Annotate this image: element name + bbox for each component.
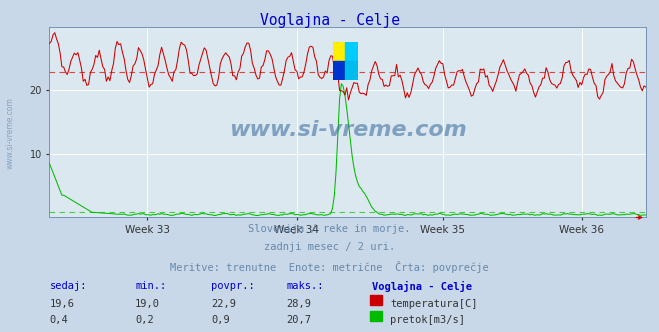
Text: min.:: min.:	[135, 281, 166, 290]
Text: pretok[m3/s]: pretok[m3/s]	[390, 315, 465, 325]
Text: temperatura[C]: temperatura[C]	[390, 299, 478, 309]
Text: 0,2: 0,2	[135, 315, 154, 325]
Text: sedaj:: sedaj:	[49, 281, 87, 290]
Text: Slovenija / reke in morje.: Slovenija / reke in morje.	[248, 224, 411, 234]
Text: 19,0: 19,0	[135, 299, 160, 309]
Text: 28,9: 28,9	[287, 299, 312, 309]
Text: maks.:: maks.:	[287, 281, 324, 290]
Text: Meritve: trenutne  Enote: metrične  Črta: povprečje: Meritve: trenutne Enote: metrične Črta: …	[170, 261, 489, 273]
Bar	[333, 61, 345, 80]
Text: www.si-vreme.com: www.si-vreme.com	[5, 97, 14, 169]
Text: zadnji mesec / 2 uri.: zadnji mesec / 2 uri.	[264, 242, 395, 252]
Text: Voglajna - Celje: Voglajna - Celje	[260, 13, 399, 28]
Bar	[345, 61, 358, 80]
Bar	[345, 42, 358, 61]
Text: 0,4: 0,4	[49, 315, 68, 325]
Text: povpr.:: povpr.:	[211, 281, 254, 290]
Text: 22,9: 22,9	[211, 299, 236, 309]
Text: Voglajna - Celje: Voglajna - Celje	[372, 281, 473, 291]
Text: www.si-vreme.com: www.si-vreme.com	[229, 120, 467, 140]
Text: 0,9: 0,9	[211, 315, 229, 325]
Bar	[333, 42, 345, 61]
Text: 19,6: 19,6	[49, 299, 74, 309]
Text: 20,7: 20,7	[287, 315, 312, 325]
